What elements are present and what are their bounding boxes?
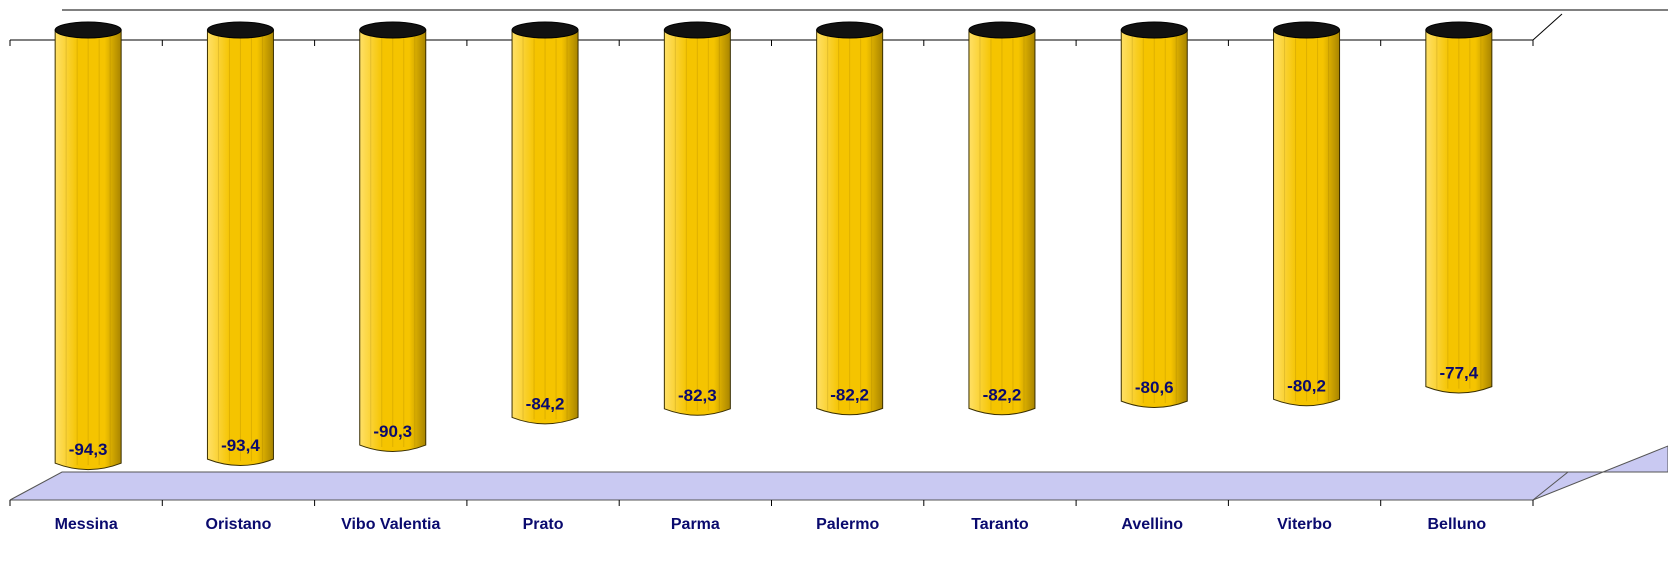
bar: [54, 29, 122, 470]
bar-top-cap: [968, 21, 1036, 39]
category-label: Taranto: [971, 516, 1029, 533]
bar: [511, 29, 579, 425]
bar-top-cap: [663, 21, 731, 39]
bar-top-cap: [1273, 21, 1341, 39]
bar: [1120, 29, 1188, 408]
bar-group: [206, 21, 274, 466]
bar-group: [816, 21, 884, 416]
data-label: -80,6: [1135, 378, 1174, 397]
data-label: -82,2: [983, 385, 1022, 404]
bar: [1425, 29, 1493, 394]
data-label: -93,4: [221, 436, 260, 455]
category-label: Palermo: [816, 516, 879, 533]
bar: [206, 29, 274, 466]
data-label: -84,2: [526, 394, 565, 413]
bar-group: [663, 21, 731, 416]
bar-group: [511, 21, 579, 425]
floor-plane-surface: [9, 445, 1668, 501]
bar-top-cap: [359, 21, 427, 39]
axis-depth-edge: [1532, 13, 1563, 41]
category-label: Messina: [55, 516, 118, 533]
category-label: Oristano: [206, 516, 272, 533]
bar-group: [54, 21, 122, 470]
category-label: Belluno: [1428, 516, 1487, 533]
floor-depth-edge: [1532, 471, 1569, 501]
category-labels: Messina Oristano Vibo Valentia Prato Parma Pa…: [55, 516, 1487, 533]
bar-group: [1273, 21, 1341, 407]
data-label: -77,4: [1439, 364, 1478, 383]
bar-top-cap: [206, 21, 274, 39]
category-label: Parma: [671, 516, 720, 533]
bar: [359, 29, 427, 452]
bar-top-cap: [816, 21, 884, 39]
data-label: -94,3: [69, 440, 108, 459]
bar: [663, 29, 731, 416]
bar: [1273, 29, 1341, 407]
data-label: -90,3: [373, 422, 412, 441]
bar-top-cap: [1120, 21, 1188, 39]
bar-group: [1425, 21, 1493, 394]
data-label: -80,2: [1287, 376, 1326, 395]
category-label: Vibo Valentia: [341, 516, 440, 533]
bar-group: [359, 21, 427, 452]
bar-top-cap: [511, 21, 579, 39]
data-labels: -94,3 -93,4 -90,3 -84,2 -82,3 -82,2 -82,2 -80,6…: [69, 364, 1479, 460]
category-label: Avellino: [1121, 516, 1183, 533]
category-label: Prato: [523, 516, 564, 533]
bar-group: [1120, 21, 1188, 408]
bar-group: [968, 21, 1036, 416]
bar-top-cap: [54, 21, 122, 39]
floor-plane: [9, 445, 1668, 506]
bars: [54, 21, 1493, 470]
bar-top-cap: [1425, 21, 1493, 39]
category-label: Viterbo: [1277, 516, 1332, 533]
data-label: -82,2: [830, 385, 869, 404]
bar: [816, 29, 884, 416]
bar: [968, 29, 1036, 416]
data-label: -82,3: [678, 386, 717, 405]
